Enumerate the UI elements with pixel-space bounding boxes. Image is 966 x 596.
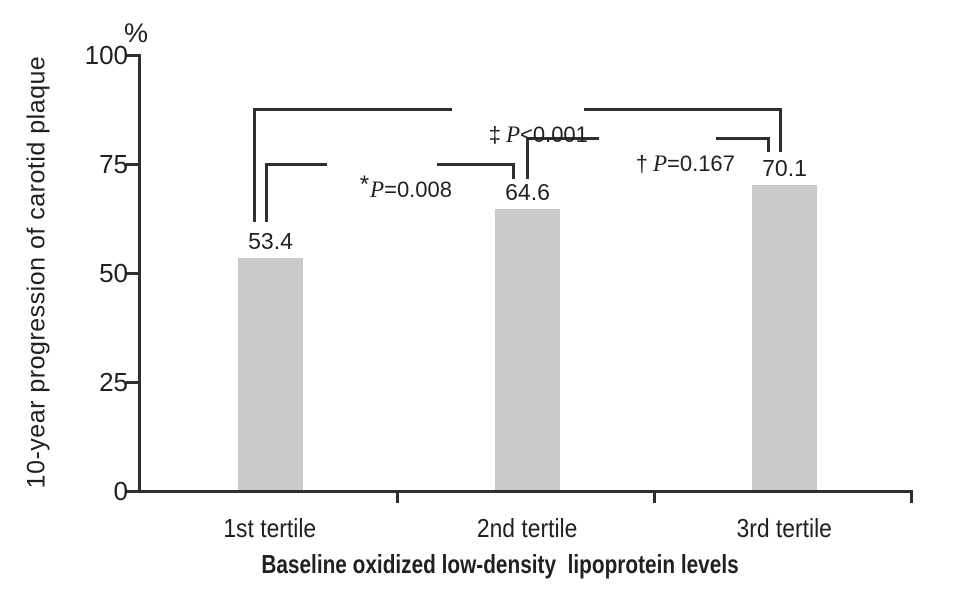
y-tick-mark-100 [126,53,138,57]
bar-value-label-2: 64.6 [505,179,550,206]
sig1-right-vertical [512,163,515,179]
sig2-p-label: † P=0.167 [599,125,735,176]
x-axis-line [138,490,913,493]
x-category-label-3-text: 3rd tertile [736,513,832,543]
x-category-label-2-text: 2nd tertile [476,513,578,543]
bar-1st-tertile [238,258,303,491]
sig2-left-vertical [526,137,529,179]
x-category-label-3: 3rd tertile [699,514,869,542]
y-tick-label-0: 0 [113,476,128,506]
sig1-p-value: =0.008 [384,177,452,202]
sig2-p-italic: P [652,151,667,176]
sig3-right-horizontal [584,108,782,111]
sig2-right-horizontal [716,137,770,140]
y-tick-label-25: 25 [99,367,128,397]
sig1-left-vertical [265,163,268,222]
y-tick-label-50: 50 [99,258,128,288]
y-tick-mark-75 [126,162,138,166]
sig3-p-italic: P [505,122,520,147]
y-tick-mark-50 [126,271,138,275]
sig1-p-label: *P=0.008 [323,151,452,203]
sig2-right-vertical [767,137,770,152]
x-category-label-1: 1st tertile [185,514,355,542]
bar-2nd-tertile [495,209,560,491]
sig3-p-label: ‡ P<0.001 [452,96,588,147]
x-category-label-1-text: 1st tertile [223,513,317,543]
x-tick-mark-1 [396,490,399,503]
dagger-symbol: † [635,151,648,176]
x-category-label-2: 2nd tertile [442,514,612,542]
sig3-right-vertical [779,108,782,152]
asterisk-symbol: * [359,171,370,198]
y-tick-label-100: 100 [84,40,128,70]
sig3-p-value: <0.001 [520,122,588,147]
double-dagger-symbol: ‡ [488,122,501,147]
x-tick-mark-2 [653,490,656,503]
sig1-right-horizontal [437,163,515,166]
sig3-left-horizontal [253,108,452,111]
sig2-left-horizontal [526,137,599,140]
sig1-p-italic: P [370,177,385,202]
bar-value-label-3: 70.1 [762,155,807,182]
y-axis-unit-label: % [124,18,149,48]
bar-3rd-tertile [752,185,817,491]
x-tick-mark-3 [910,490,913,503]
x-axis-title: Baseline oxidized low-density lipoprotei… [261,549,739,579]
sig1-left-horizontal [265,163,327,166]
y-axis-line [138,54,141,493]
y-tick-mark-0 [126,489,138,493]
bar-value-label-1: 53.4 [248,228,293,255]
sig3-left-vertical [253,108,256,222]
y-tick-mark-25 [126,380,138,384]
y-tick-label-75: 75 [99,149,128,179]
sig2-p-value: =0.167 [667,151,735,176]
